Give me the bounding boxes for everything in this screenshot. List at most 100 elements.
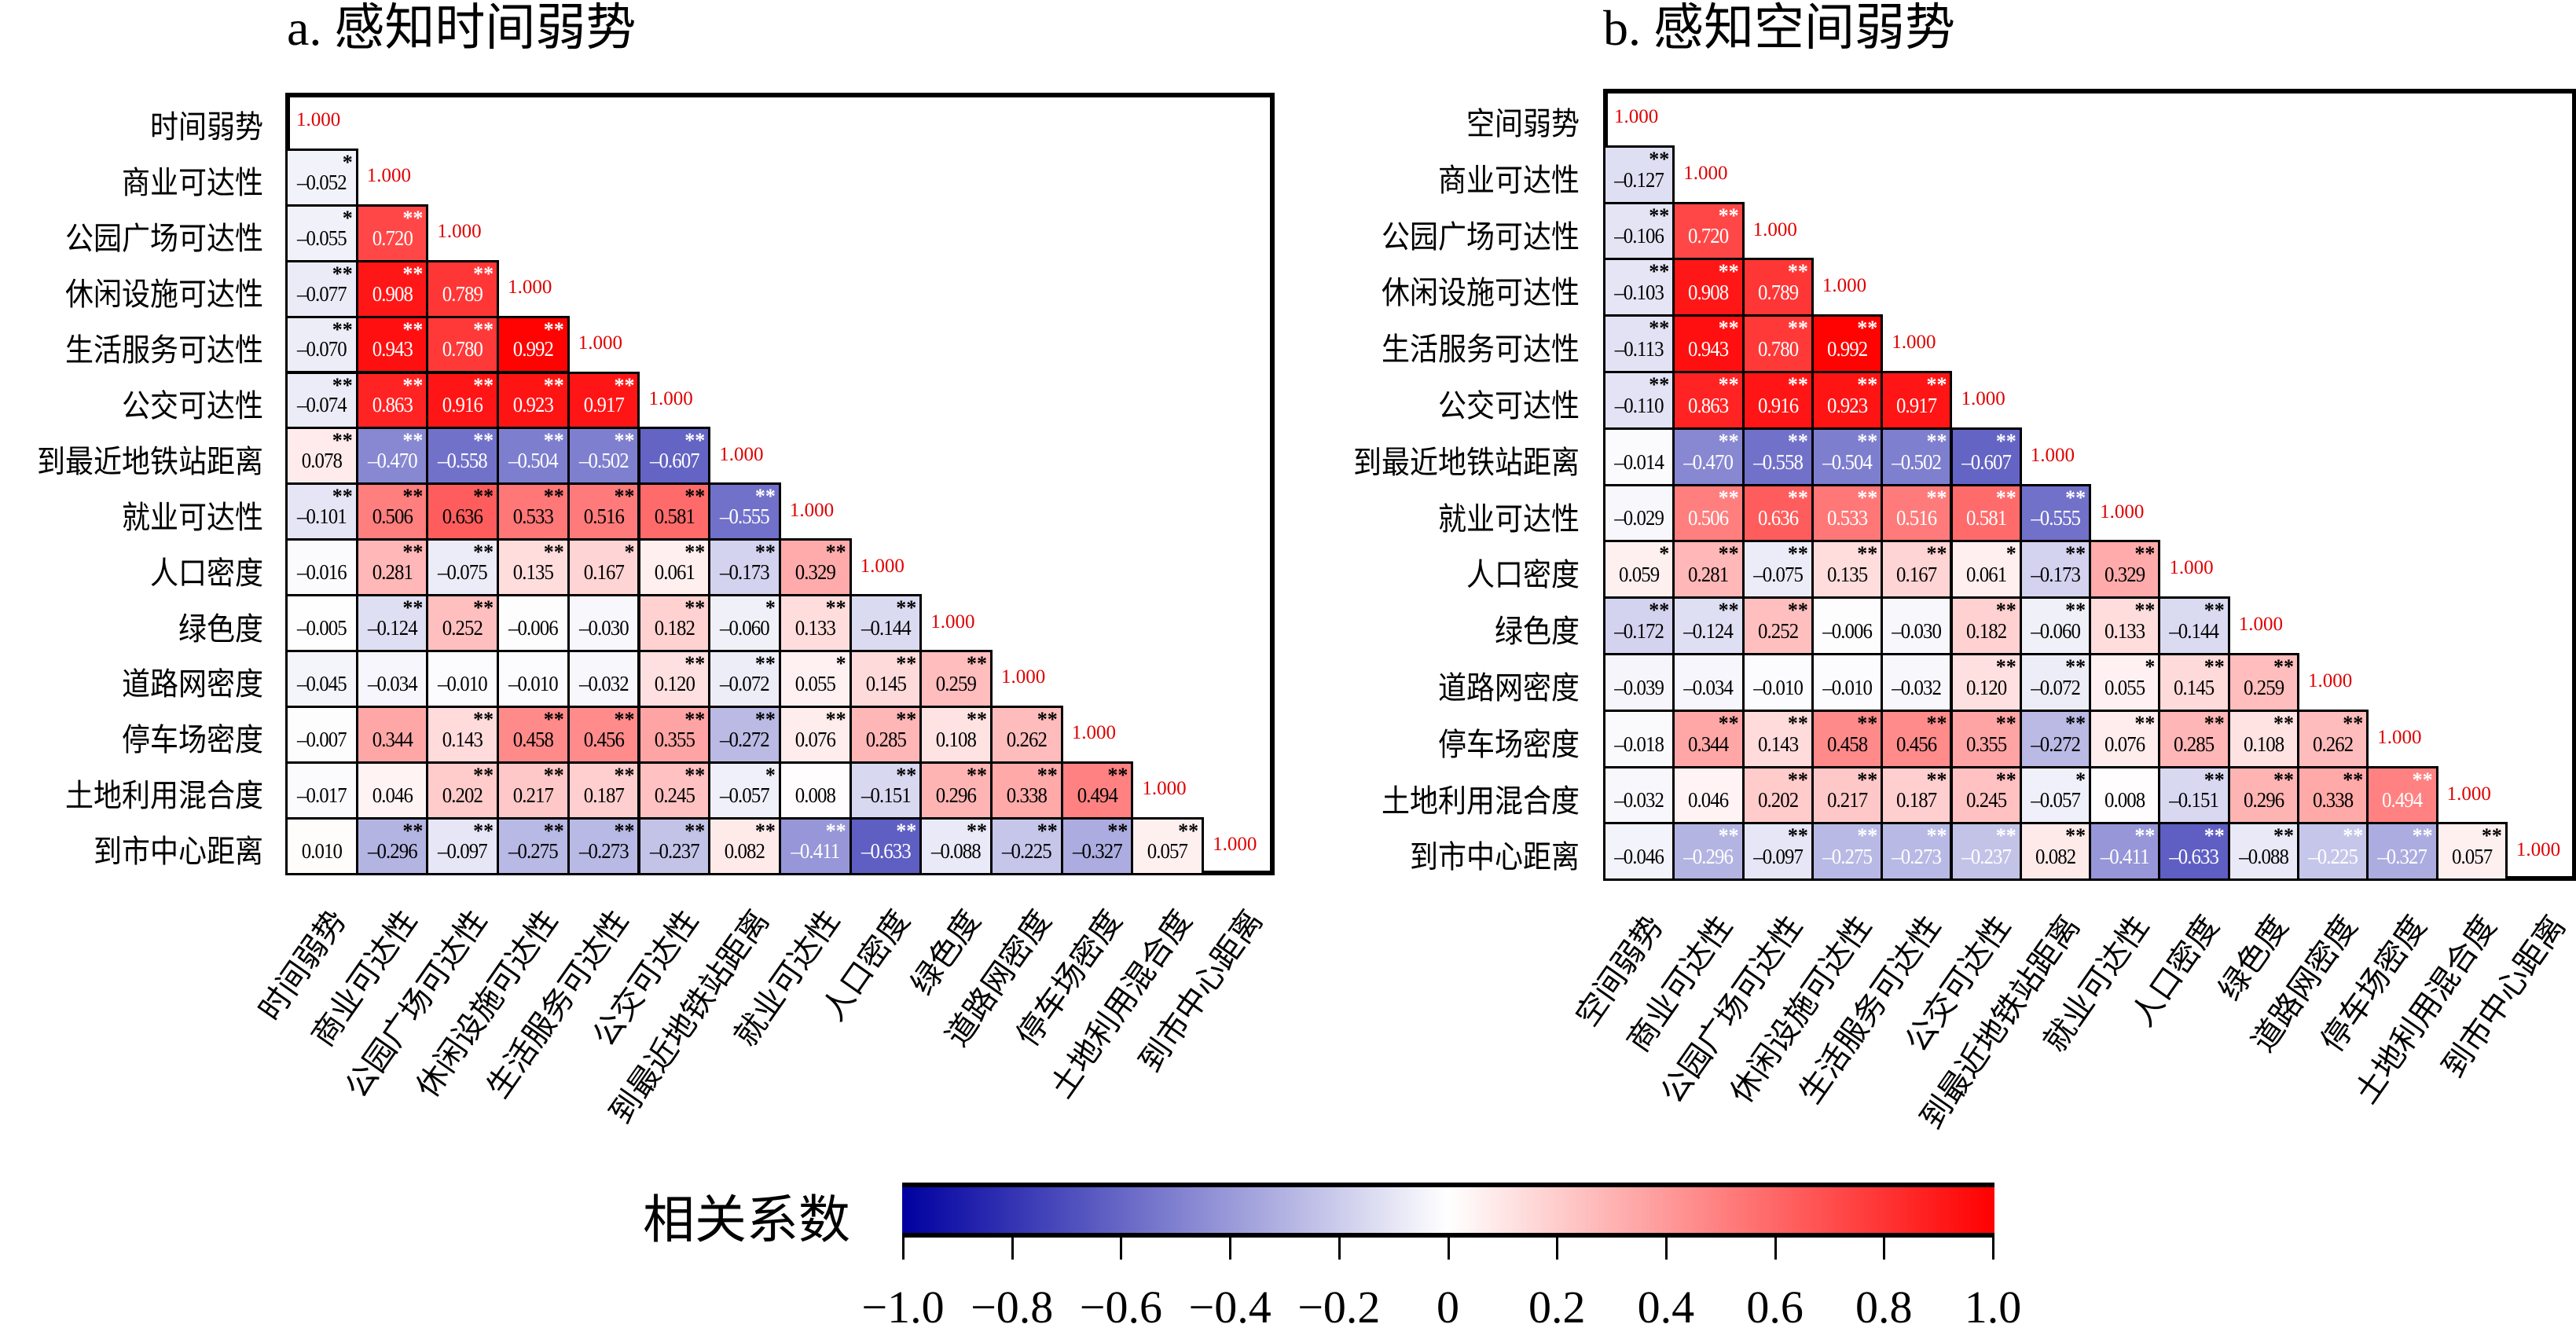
cell-value: 0.285 [2174,732,2215,756]
cell-value: 0.494 [1077,783,1117,807]
heatmap-cell: –0.411 ** [2089,822,2161,882]
heatmap-cell: 0.055 * [2089,653,2161,712]
diagonal-value: 1.000 [296,109,341,131]
significance-stars: ** [1718,711,1739,735]
cell-value: –0.070 [296,337,347,361]
heatmap-cell: –0.237 ** [637,816,711,875]
cell-value: –0.124 [367,615,418,640]
heatmap-cell: –0.074 ** [285,371,358,430]
cell-value: 0.458 [1826,732,1868,756]
heatmap-cell: 0.923 ** [497,371,570,430]
heatmap-cell: 0.252 ** [1741,596,1814,655]
heatmap-cell: 0.533 ** [497,482,570,541]
significance-stars: ** [1995,599,2016,622]
heatmap-cell: 0.120 ** [1950,653,2022,712]
row-label: 人口密度 [1466,557,1580,594]
colorbar-tick [1120,1238,1123,1260]
cell-value: –0.470 [1683,449,1734,474]
cell-value: 0.055 [794,671,836,695]
heatmap-cell: 0.143 ** [426,705,500,764]
heatmap-cell: 0.202 ** [1741,765,1814,825]
significance-stars: ** [402,819,424,842]
significance-stars: ** [2134,542,2156,566]
significance-stars: ** [1787,768,1808,791]
cell-value: 0.355 [654,727,695,751]
colorbar-tick-label: −0.6 [1079,1282,1162,1333]
cell-value: 0.338 [1006,783,1048,807]
cell-value: –0.034 [367,671,418,695]
significance-stars: ** [614,707,635,731]
heatmap-cell: 0.458 ** [1811,709,1884,768]
heatmap-cell: –0.296 ** [1672,822,1745,882]
cell-value: 0.506 [1688,506,1729,530]
heatmap-cell: 0.217 ** [497,761,570,820]
cell-value: –0.039 [1614,675,1664,699]
heatmap-cell: 0.789 ** [1741,258,1814,317]
significance-stars: ** [473,429,494,453]
heatmap-cell: –0.030 [567,594,640,652]
significance-stars: ** [473,707,494,731]
diagonal-value: 1.000 [2446,783,2491,805]
significance-stars: ** [402,541,424,564]
diagonal-value: 1.000 [789,499,835,521]
diagonal-value: 1.000 [1961,387,2005,409]
significance-stars: ** [2065,655,2086,678]
cell-value: –0.097 [1752,845,1804,869]
heatmap-cell: 0.355 ** [1950,709,2022,768]
heatmap-cell: –0.275 ** [1811,822,1884,882]
significance-stars: ** [1787,317,1808,340]
heatmap-cell: –0.055 * [285,204,358,262]
cell-value: –0.555 [720,504,770,529]
cell-value: 0.908 [1688,281,1729,305]
heatmap-cell: 0.456 ** [567,705,640,764]
heatmap-cell: 0.533 ** [1811,483,1884,543]
cell-value: –0.296 [1683,845,1734,869]
cell-value: –0.032 [1614,788,1664,812]
significance-stars: ** [614,485,635,508]
cell-value: 0.133 [2104,618,2145,643]
significance-stars: ** [1857,542,1878,566]
heatmap-cell: 0.494 ** [2366,765,2438,825]
cell-value: 0.120 [1965,675,2006,699]
heatmap-cell: 0.863 ** [355,371,429,430]
cell-value: 0.329 [794,560,836,585]
cell-value: –0.106 [1614,224,1664,248]
heatmap-cell: –0.075 ** [1741,540,1814,600]
cell-value: –0.030 [1892,618,1942,643]
significance-stars: * [765,596,776,620]
cell-value: –0.072 [2031,675,2081,699]
cell-value: –0.327 [1072,838,1123,863]
significance-stars: ** [402,262,424,285]
heatmap-cell: –0.014 [1603,427,1675,486]
cell-value: 0.494 [2382,788,2423,812]
significance-stars: ** [1857,711,1878,735]
cell-value: 0.145 [2174,675,2215,699]
row-label: 公园广场可达性 [65,221,263,258]
significance-stars: ** [1926,711,1947,735]
heatmap-cell: 0.010 [285,816,358,875]
heatmap-cell: 0.636 ** [1741,483,1814,543]
cell-value: –0.127 [1614,167,1664,192]
row-label: 时间弱势 [150,109,263,146]
significance-stars: ** [1787,260,1808,284]
cell-value: –0.010 [1822,675,1873,699]
cell-value: 0.285 [865,727,906,751]
significance-stars: * [1659,542,1670,566]
cell-value: 0.943 [372,337,413,361]
significance-stars: ** [896,652,917,675]
significance-stars: ** [402,429,424,453]
significance-stars: ** [2343,768,2364,791]
heatmap-cell: –0.411 ** [778,816,852,875]
cell-value: 0.506 [372,504,413,529]
cell-value: 0.329 [2104,563,2145,587]
significance-stars: ** [966,707,987,731]
significance-stars: ** [1649,204,1670,227]
cell-value: 0.789 [442,281,483,306]
colorbar-tick-label: 0.6 [1746,1282,1804,1333]
heatmap-cell: –0.504 ** [1811,427,1884,486]
significance-stars: ** [1718,429,1739,453]
heatmap-cell: 0.636 ** [426,482,500,541]
row-label: 到最近地铁站距离 [1353,444,1580,481]
cell-value: –0.055 [296,226,347,250]
cell-value: 0.143 [1757,732,1799,756]
